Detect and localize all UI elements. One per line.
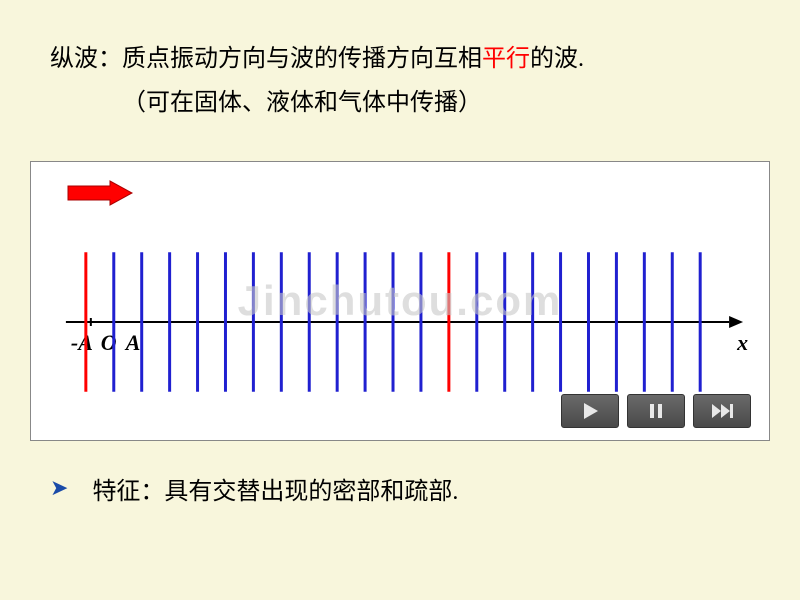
pause-button[interactable] — [627, 394, 685, 428]
fast-forward-button[interactable] — [693, 394, 751, 428]
definition-line-2: （可在固体、液体和气体中传播） — [122, 84, 750, 122]
wave-svg: -A O A x — [31, 222, 769, 422]
feature-line: ➤ 特征：具有交替出现的密部和疏部. — [50, 471, 750, 506]
feature-text: 特征：具有交替出现的密部和疏部. — [92, 471, 458, 506]
x-axis-arrowhead — [729, 316, 743, 328]
bullet-icon: ➤ — [50, 475, 68, 501]
label-x: x — [736, 330, 748, 355]
def-text-before: 质点振动方向与波的传播方向互相 — [122, 46, 482, 72]
direction-arrow — [66, 180, 136, 211]
wave-diagram: -A O A x Jinchutou.com — [30, 161, 770, 441]
media-controls — [561, 394, 751, 428]
definition-line-1: 纵波：质点振动方向与波的传播方向互相平行的波. — [50, 40, 750, 78]
play-icon — [580, 401, 600, 421]
def-prefix: 纵波： — [50, 46, 122, 72]
def-text-after: 的波. — [530, 46, 584, 72]
label-neg-a: -A — [71, 330, 93, 355]
fast-forward-icon — [710, 401, 734, 421]
pause-icon — [646, 401, 666, 421]
def-highlight: 平行 — [482, 46, 530, 72]
play-button[interactable] — [561, 394, 619, 428]
label-a: A — [124, 330, 141, 355]
slide-content: 纵波：质点振动方向与波的传播方向互相平行的波. （可在固体、液体和气体中传播） — [0, 0, 800, 143]
